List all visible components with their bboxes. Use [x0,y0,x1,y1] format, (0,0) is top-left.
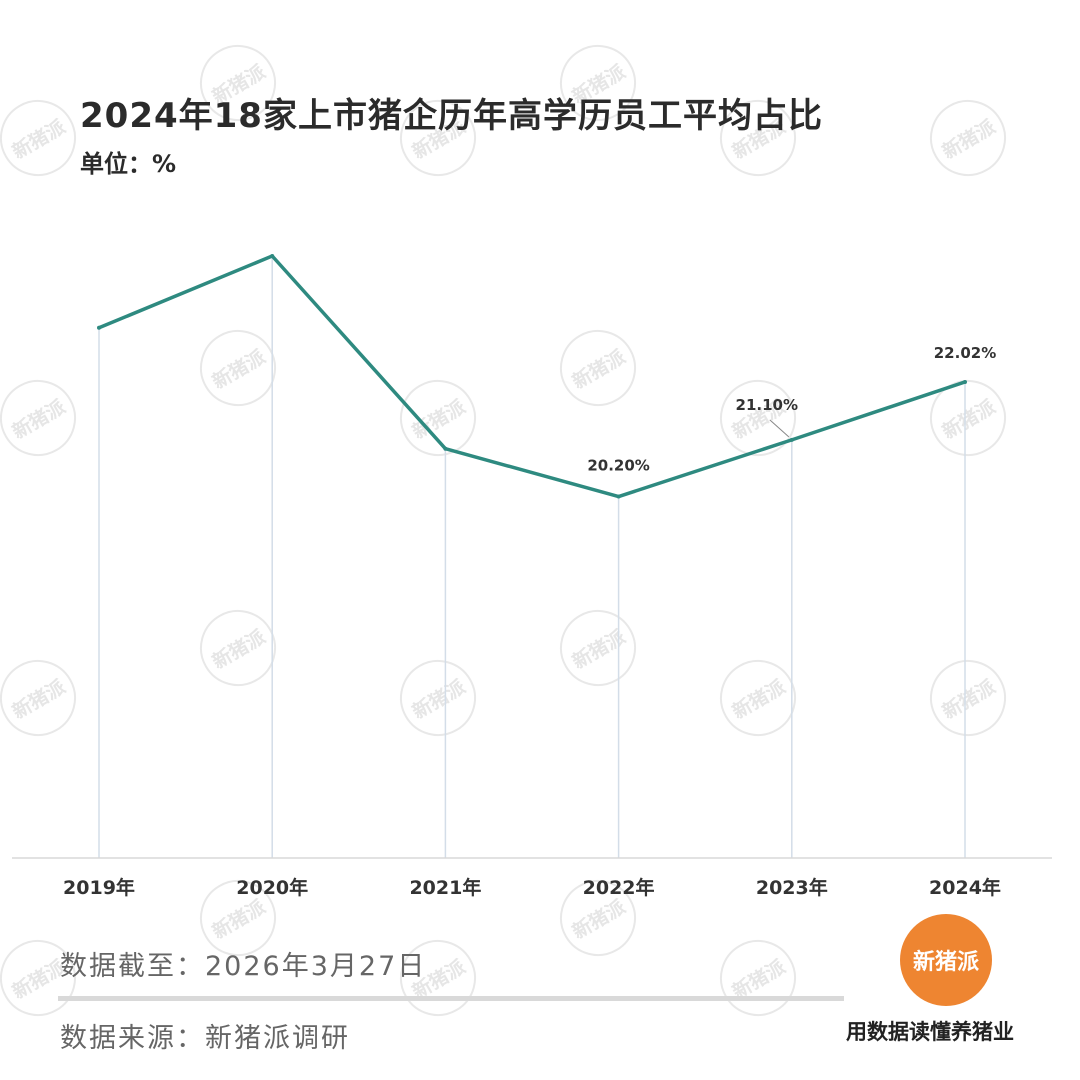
data-point [616,494,621,499]
x-tick-label: 2021年 [409,876,481,899]
footer-date: 数据截至：2026年3月27日 [60,951,427,982]
drop-lines [98,256,966,858]
x-tick-label: 2023年 [756,876,828,899]
x-tick-labels: 2019年 2020年 2021年 2022年 2023年 2024年 [63,876,1001,899]
footer-divider [58,996,844,1001]
x-tick-label: 2024年 [929,876,1001,899]
series-group [97,254,967,499]
footer-source: 数据来源：新猪派调研 [60,1023,350,1054]
watermark: 新猪派 [706,926,810,1030]
brand-slogan: 用数据读懂养猪业 [846,1020,1014,1044]
x-tick-label: 2022年 [583,876,655,899]
x-tick-label: 2019年 [63,876,135,899]
data-point [443,446,448,451]
data-label: 20.20% [587,457,649,475]
data-labels: 20.20% 21.10% 22.02% [587,344,996,475]
brand-logo: 新猪派 [900,914,992,1006]
data-point [963,379,967,384]
chart-unit-label: 单位：% [80,150,177,178]
chart-title: 2024年18家上市猪企历年高学历员工平均占比 [80,96,823,136]
data-point [97,325,101,330]
data-label: 22.02% [934,344,996,362]
data-label-leader [769,419,790,438]
x-tick-label: 2020年 [236,876,308,899]
data-label: 21.10% [736,396,798,414]
line-chart: 20.20%21.10%22.02% 2019年 2020年 2021年 2022年 2… [12,254,1052,899]
data-point [789,437,794,442]
series-line [98,254,966,499]
data-point [270,254,275,258]
